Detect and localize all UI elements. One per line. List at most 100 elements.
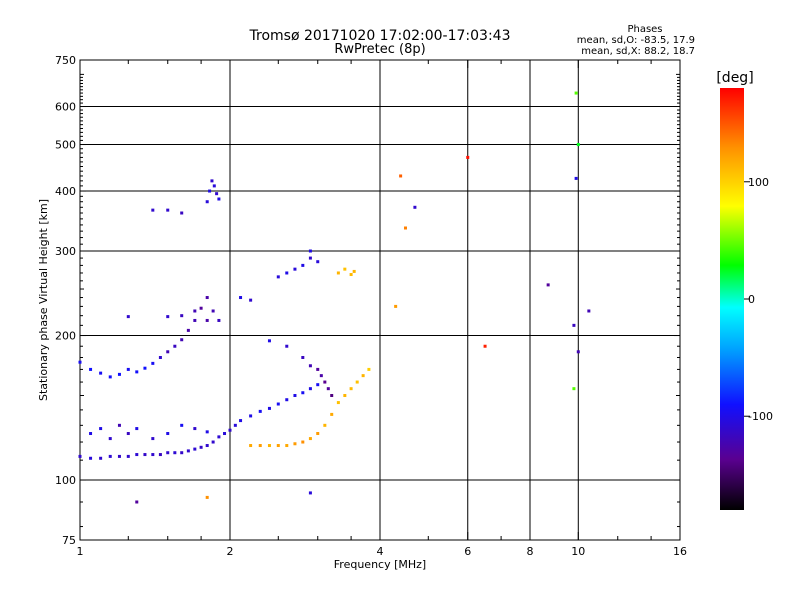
data-point bbox=[239, 296, 243, 300]
colorbar-ticks: 100 0 -100 bbox=[744, 176, 773, 423]
colorbar-label: [deg] bbox=[716, 70, 753, 86]
data-point bbox=[308, 437, 312, 441]
data-point bbox=[217, 197, 221, 201]
colorbar-tick-label: 0 bbox=[748, 293, 755, 306]
data-point bbox=[99, 427, 103, 431]
data-point bbox=[293, 267, 297, 271]
data-point bbox=[301, 440, 305, 444]
data-point bbox=[135, 453, 139, 457]
data-point bbox=[151, 437, 155, 441]
data-point bbox=[301, 355, 305, 359]
y-tick-label: 600 bbox=[55, 101, 76, 114]
data-point bbox=[258, 444, 262, 448]
data-point bbox=[330, 394, 334, 398]
data-point bbox=[158, 453, 162, 457]
data-point bbox=[193, 309, 197, 313]
x-tick-label: 6 bbox=[464, 545, 471, 558]
data-point bbox=[285, 344, 289, 348]
data-point bbox=[89, 367, 93, 371]
y-tick-label: 750 bbox=[55, 54, 76, 67]
data-point bbox=[293, 442, 297, 446]
data-point bbox=[205, 495, 209, 499]
data-point bbox=[166, 350, 170, 354]
data-point bbox=[285, 271, 289, 275]
data-point bbox=[267, 444, 271, 448]
data-point bbox=[143, 366, 147, 370]
colorbar-tick-label: -100 bbox=[748, 410, 773, 423]
data-point bbox=[367, 367, 371, 371]
data-point bbox=[413, 205, 417, 209]
data-point bbox=[576, 350, 580, 354]
x-tick-label: 4 bbox=[377, 545, 384, 558]
data-point bbox=[343, 267, 347, 271]
data-point bbox=[267, 406, 271, 410]
data-point bbox=[99, 456, 103, 460]
y-tick-label: 300 bbox=[55, 245, 76, 258]
data-point bbox=[301, 263, 305, 267]
y-tick-label: 400 bbox=[55, 185, 76, 198]
data-point bbox=[574, 176, 578, 180]
chart-subtitle: RwPretec (8p) bbox=[334, 42, 425, 57]
x-tick-label: 10 bbox=[571, 545, 585, 558]
data-point bbox=[193, 427, 197, 431]
data-point bbox=[89, 456, 93, 460]
data-point bbox=[199, 445, 203, 449]
data-point bbox=[316, 260, 320, 264]
data-point bbox=[205, 200, 209, 204]
data-point bbox=[166, 432, 170, 436]
data-point bbox=[211, 309, 215, 313]
data-point bbox=[217, 435, 221, 439]
data-point bbox=[293, 394, 297, 398]
x-axis-label: Frequency [MHz] bbox=[334, 558, 426, 571]
y-axis-ticks: 75 100 200 300 400 500 600 750 bbox=[55, 54, 680, 547]
data-point bbox=[180, 338, 184, 342]
data-point bbox=[308, 249, 312, 253]
data-point bbox=[316, 367, 320, 371]
data-point bbox=[352, 269, 356, 273]
x-tick-label: 16 bbox=[673, 545, 687, 558]
data-point bbox=[205, 430, 209, 434]
x-tick-label: 2 bbox=[227, 545, 234, 558]
data-point bbox=[228, 428, 232, 432]
data-point bbox=[301, 391, 305, 395]
data-point bbox=[193, 318, 197, 322]
data-point bbox=[212, 184, 216, 188]
data-point bbox=[267, 339, 271, 343]
data-point bbox=[323, 423, 327, 427]
data-point bbox=[205, 296, 209, 300]
data-point bbox=[276, 402, 280, 406]
data-point bbox=[151, 453, 155, 457]
data-point bbox=[205, 444, 209, 448]
data-point bbox=[349, 387, 353, 391]
data-point bbox=[285, 398, 289, 402]
data-point bbox=[326, 387, 330, 391]
data-point bbox=[117, 423, 121, 427]
data-point bbox=[343, 394, 347, 398]
data-point bbox=[211, 440, 215, 444]
data-points bbox=[78, 91, 591, 504]
data-point bbox=[208, 189, 212, 193]
data-point bbox=[89, 432, 93, 436]
data-point bbox=[349, 273, 353, 277]
data-point bbox=[151, 208, 155, 212]
data-point bbox=[308, 491, 312, 495]
data-point bbox=[572, 323, 576, 327]
data-point bbox=[587, 309, 591, 313]
y-tick-label: 200 bbox=[55, 330, 76, 343]
data-point bbox=[151, 361, 155, 365]
legend-line-o: mean, sd,O: -83.5, 17.9 bbox=[577, 35, 695, 46]
data-point bbox=[126, 367, 130, 371]
data-point bbox=[276, 275, 280, 279]
legend-title: Phases bbox=[627, 24, 662, 35]
data-point bbox=[308, 364, 312, 368]
data-point bbox=[316, 383, 320, 387]
data-point bbox=[394, 304, 398, 308]
data-point bbox=[308, 256, 312, 260]
data-point bbox=[135, 370, 139, 374]
data-point bbox=[166, 208, 170, 212]
data-point bbox=[233, 423, 237, 427]
data-point bbox=[180, 211, 184, 215]
data-point bbox=[108, 375, 112, 379]
data-point bbox=[158, 355, 162, 359]
